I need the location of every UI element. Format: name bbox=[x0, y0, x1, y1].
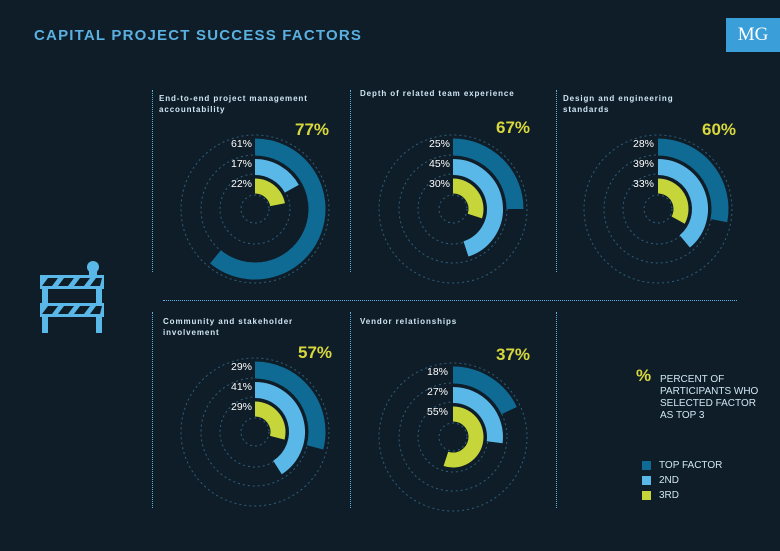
third-value: 55% bbox=[426, 406, 448, 418]
radial-chart bbox=[378, 362, 528, 512]
divider bbox=[152, 312, 153, 508]
top-factor-value: 25% bbox=[428, 138, 450, 150]
legend-label: TOP FACTOR bbox=[659, 460, 723, 471]
guide-circle bbox=[583, 134, 733, 284]
radial-chart bbox=[180, 357, 330, 507]
second-arc bbox=[452, 159, 503, 257]
radial-chart bbox=[583, 134, 733, 284]
legend-swatch bbox=[642, 491, 651, 500]
guide-circle bbox=[643, 194, 673, 224]
divider bbox=[556, 90, 557, 272]
third-value: 30% bbox=[428, 178, 450, 190]
third-value: 33% bbox=[632, 178, 654, 190]
divider bbox=[152, 90, 153, 272]
top-factor-value: 18% bbox=[426, 366, 448, 378]
third-value: 22% bbox=[230, 178, 252, 190]
guide-circle bbox=[180, 134, 330, 284]
top-factor-arc bbox=[210, 138, 326, 280]
third-arc bbox=[254, 401, 286, 440]
top-factor-value: 28% bbox=[632, 138, 654, 150]
second-arc bbox=[254, 159, 299, 193]
second-arc bbox=[657, 159, 708, 248]
top-factor-value: 29% bbox=[230, 361, 252, 373]
legend-item-second: 2ND bbox=[642, 475, 679, 486]
page-title: CAPITAL PROJECT SUCCESS FACTORS bbox=[34, 27, 363, 44]
legend-item-third: 3RD bbox=[642, 490, 679, 501]
guide-circle bbox=[180, 357, 330, 507]
top-factor-arc bbox=[254, 361, 326, 450]
factor-label: End-to-end project management accountabi… bbox=[159, 94, 308, 114]
factor-label: Community and stakeholder involvement bbox=[163, 317, 294, 337]
legend-swatch bbox=[642, 476, 651, 485]
second-arc bbox=[254, 382, 305, 475]
radial-chart bbox=[378, 134, 528, 284]
guide-circle bbox=[398, 382, 508, 492]
guide-circle bbox=[219, 173, 291, 245]
third-arc bbox=[254, 178, 285, 207]
legend-item-top: TOP FACTOR bbox=[642, 460, 722, 471]
second-value: 39% bbox=[632, 158, 654, 170]
legend-label: 3RD bbox=[659, 490, 680, 501]
legend-label: 2ND bbox=[659, 475, 680, 486]
factor-total: 57% bbox=[298, 343, 333, 362]
factor-label: Vendor relationships bbox=[360, 317, 458, 326]
third-arc bbox=[657, 178, 689, 224]
second-value: 45% bbox=[428, 158, 450, 170]
legend-description: PERCENT OF PARTICIPANTS WHO SELECTED FAC… bbox=[660, 374, 759, 421]
divider bbox=[350, 90, 351, 272]
factor-total: 77% bbox=[295, 120, 330, 139]
second-value: 27% bbox=[426, 386, 448, 398]
legend-swatch bbox=[642, 461, 651, 470]
factor-total: 60% bbox=[702, 120, 737, 139]
guide-circle bbox=[240, 194, 270, 224]
factor-total: 37% bbox=[496, 345, 531, 364]
guide-circle bbox=[438, 194, 468, 224]
guide-circle bbox=[378, 134, 528, 284]
road-barrier-icon bbox=[40, 261, 104, 333]
third-value: 29% bbox=[230, 401, 252, 413]
third-arc bbox=[452, 178, 484, 219]
factor-total: 67% bbox=[496, 118, 531, 137]
top-factor-arc bbox=[452, 366, 517, 415]
mg-logo: MG bbox=[726, 18, 780, 52]
divider bbox=[163, 300, 737, 301]
top-factor-value: 61% bbox=[230, 138, 252, 150]
guide-circle bbox=[438, 422, 468, 452]
factor-label: Depth of related team experience bbox=[360, 89, 515, 98]
second-value: 41% bbox=[230, 381, 252, 393]
guide-circle bbox=[378, 362, 528, 512]
third-arc bbox=[443, 406, 484, 468]
divider bbox=[350, 312, 351, 508]
second-value: 17% bbox=[230, 158, 252, 170]
top-factor-arc bbox=[657, 138, 729, 223]
radial-chart bbox=[180, 134, 330, 284]
legend-percent-symbol: % bbox=[636, 366, 652, 385]
second-arc bbox=[452, 387, 503, 444]
guide-circle bbox=[240, 417, 270, 447]
top-factor-arc bbox=[452, 138, 524, 210]
factor-label: Design and engineering standards bbox=[563, 94, 674, 114]
divider bbox=[556, 312, 557, 508]
